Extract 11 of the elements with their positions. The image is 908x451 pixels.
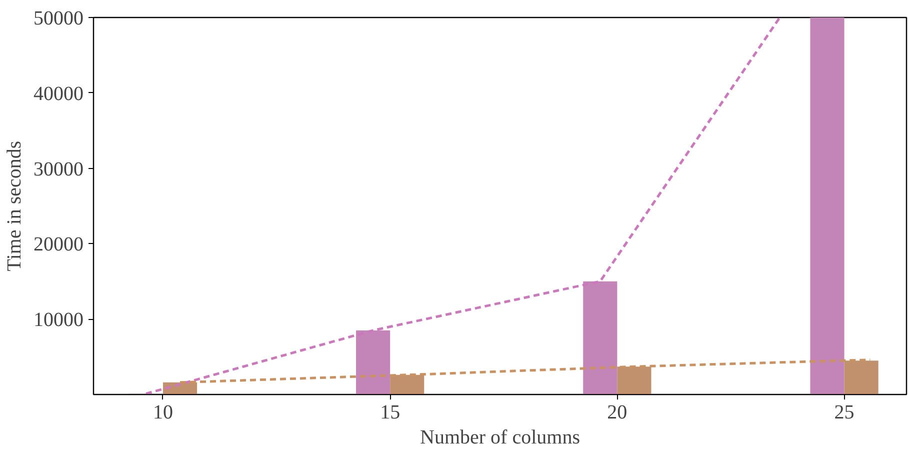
y-tick-label: 20000	[34, 234, 84, 256]
y-tick-label: 50000	[34, 8, 84, 30]
x-tick-label: 10	[152, 402, 173, 424]
x-tick-label: 20	[607, 402, 628, 424]
y-tick-label: 40000	[34, 82, 84, 105]
y-axis-title: Time in seconds	[4, 140, 26, 272]
x-tick-label: 25	[834, 402, 854, 424]
y-tick-label: 30000	[34, 158, 84, 180]
x-axis-title: Number of columns	[420, 426, 580, 448]
x-tick-label: 15	[380, 402, 400, 424]
y-tick-label: 10000	[34, 309, 84, 332]
